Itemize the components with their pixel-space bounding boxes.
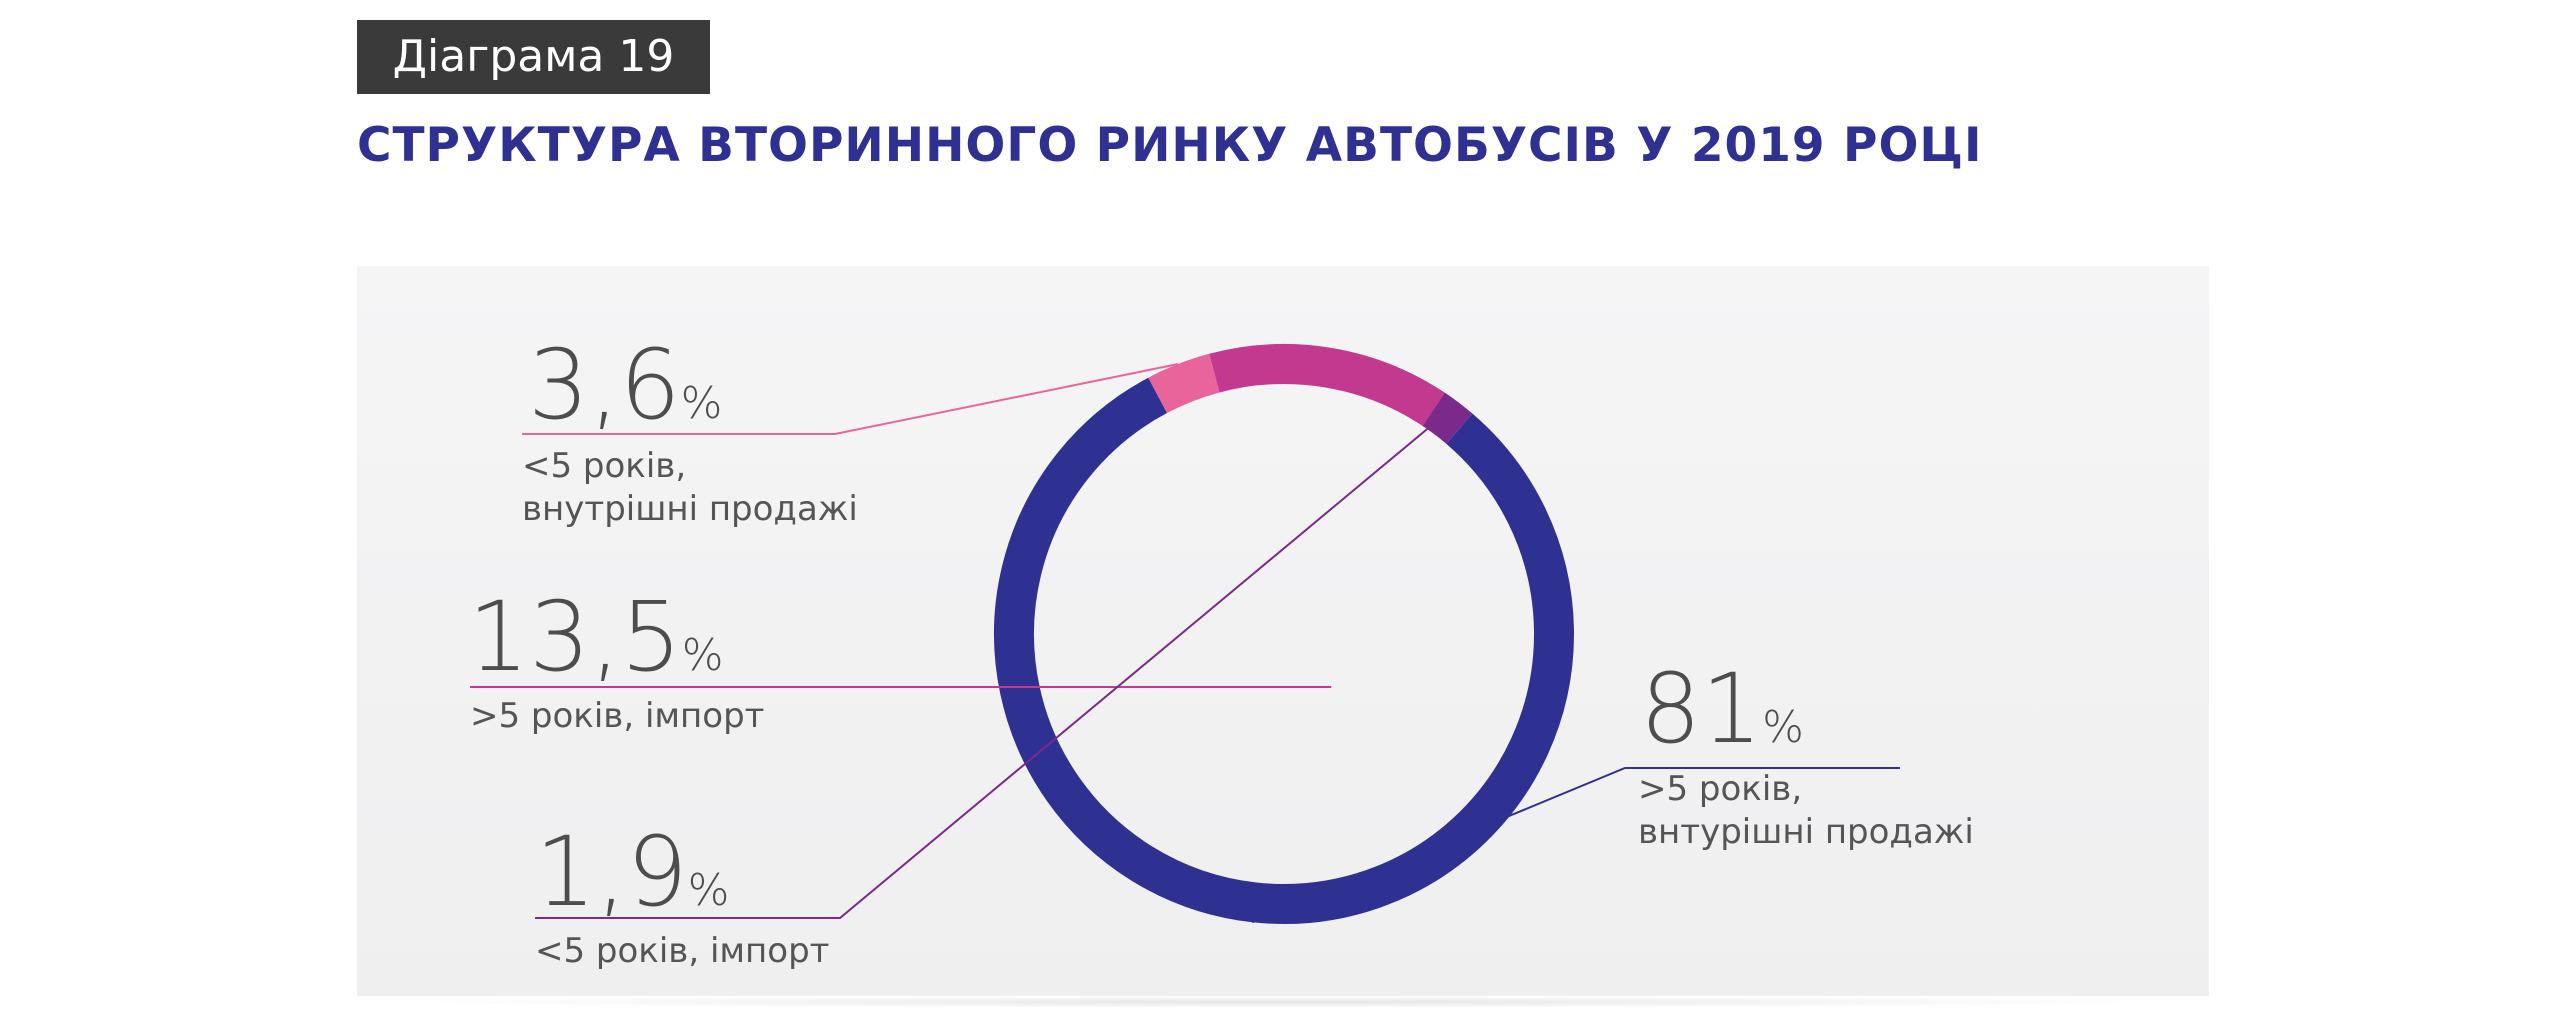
value-label-2: 13,5% <box>468 581 724 693</box>
leader-line-1 <box>522 363 1179 435</box>
value-label-1: 3,6% <box>528 329 722 441</box>
panel-shadow <box>390 996 2176 1008</box>
category-label-2-0: >5 років, імпорт <box>470 696 764 736</box>
category-label-3-0: <5 років, імпорт <box>535 931 829 971</box>
leader-line-3 <box>535 401 1460 919</box>
donut-slice-2 <box>1209 344 1445 427</box>
donut-slice-1 <box>1148 353 1220 414</box>
category-label-1-0: <5 років, <box>522 446 686 486</box>
value-label-3: 1,9% <box>535 816 729 928</box>
chart-panel <box>357 266 2209 996</box>
value-label-0: 81% <box>1640 653 1804 765</box>
chart-title: СТРУКТУРА ВТОРИННОГО РИНКУ АВТОБУСІВ У 2… <box>357 118 1983 173</box>
donut-slice-0 <box>994 377 1574 924</box>
category-label-1-1: внутрішні продажі <box>522 489 858 529</box>
diagram-number-badge: Діаграма 19 <box>357 20 710 94</box>
leader-line-0 <box>1251 767 1900 924</box>
category-label-0-0: >5 років, <box>1638 769 1802 809</box>
category-label-0-1: внтурішні продажі <box>1638 812 1974 852</box>
donut-slice-3 <box>1422 392 1473 445</box>
